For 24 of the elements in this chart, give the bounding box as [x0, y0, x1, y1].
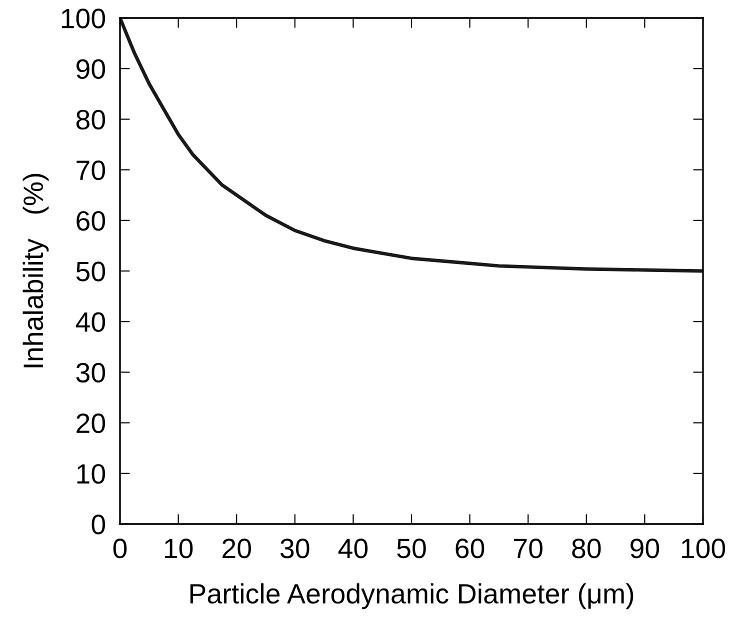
x-tick-label: 50 — [397, 538, 426, 558]
x-tick-label: 60 — [456, 538, 484, 558]
x-tick-label: 80 — [572, 538, 601, 558]
x-tick-label: 10 — [164, 538, 193, 558]
x-tick-label: 0 — [113, 538, 127, 558]
y-tick-label: 70 — [76, 160, 106, 180]
x-tick-label: 40 — [338, 538, 368, 558]
y-tick-label: 40 — [76, 312, 106, 332]
y-tick-label: 10 — [77, 464, 106, 484]
y-axis-title: Inhalability (%) — [22, 174, 49, 368]
x-tick-label: 20 — [222, 538, 251, 558]
y-tick-label: 30 — [76, 362, 106, 383]
y-tick-label: 50 — [76, 262, 106, 282]
x-tick-label: 100 — [682, 538, 726, 558]
x-tick-label: 90 — [630, 538, 660, 558]
x-tick-label: 70 — [514, 538, 542, 558]
y-tick-label: 100 — [62, 8, 106, 28]
y-tick-label: 80 — [76, 110, 106, 130]
y-tick-label: 20 — [76, 413, 106, 434]
x-tick-label: 30 — [280, 538, 310, 558]
x-axis-title: Particle Aerodynamic Diameter (μm) — [190, 583, 634, 610]
y-tick-label: 0 — [92, 514, 106, 534]
y-tick-label: 60 — [76, 211, 106, 231]
y-tick-label: 90 — [76, 59, 106, 79]
